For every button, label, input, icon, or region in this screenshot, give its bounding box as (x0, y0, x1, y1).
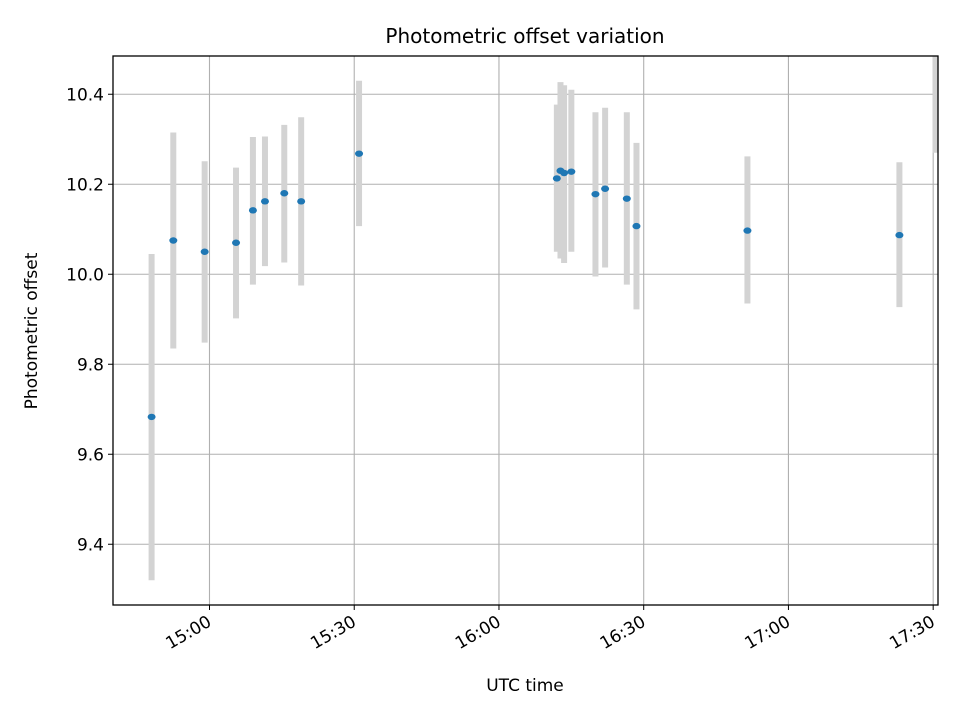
data-point (297, 198, 306, 205)
data-point (248, 207, 257, 214)
data-point (895, 231, 904, 239)
data-point (567, 168, 576, 175)
y-tick-label: 10.4 (66, 85, 104, 105)
plot-frame (112, 55, 939, 606)
data-point (743, 227, 752, 234)
data-point (232, 239, 241, 246)
chart-title: Photometric offset variation (385, 24, 664, 48)
y-tick-label: 10.0 (66, 265, 104, 285)
data-point (601, 185, 610, 192)
marker-layer (147, 150, 904, 421)
data-point (200, 248, 209, 255)
data-point (147, 413, 156, 421)
data-point (560, 169, 569, 177)
data-point (280, 190, 289, 197)
data-point (591, 190, 600, 198)
y-axis-ticks: 9.4 9.6 9.8 10.0 10.2 10.4 (66, 85, 113, 555)
data-point (355, 150, 364, 157)
y-axis-label: Photometric offset (22, 252, 42, 409)
data-point (552, 175, 561, 182)
y-tick-label: 10.2 (66, 175, 104, 195)
x-axis-label: UTC time (486, 676, 564, 696)
y-tick-label: 9.6 (77, 445, 104, 465)
data-point (169, 237, 178, 244)
data-point (622, 195, 631, 202)
y-tick-label: 9.4 (77, 535, 104, 555)
data-point (632, 222, 641, 230)
data-point (260, 198, 269, 205)
y-tick-label: 9.8 (77, 355, 104, 375)
